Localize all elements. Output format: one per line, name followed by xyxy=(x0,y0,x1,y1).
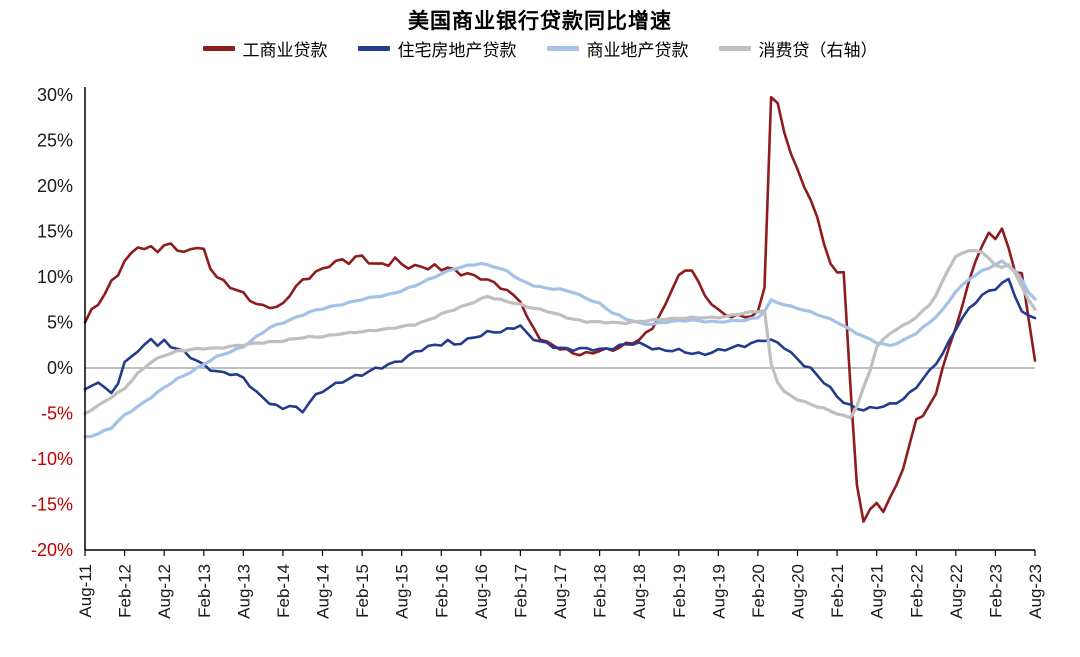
x-axis-label: Aug-14 xyxy=(314,564,333,619)
x-axis-label: Feb-19 xyxy=(670,564,689,618)
x-axis-label: Aug-11 xyxy=(76,564,95,618)
legend-label: 工商业贷款 xyxy=(242,41,328,60)
x-axis-label: Feb-22 xyxy=(907,564,926,618)
x-axis-label: Feb-16 xyxy=(432,564,451,618)
series-line-0 xyxy=(83,95,1037,523)
y-axis-label: 5% xyxy=(47,313,73,333)
x-axis-label: Feb-13 xyxy=(195,564,214,618)
y-axis-label: -20% xyxy=(31,540,73,560)
x-axis-label: Aug-16 xyxy=(472,564,491,619)
y-axis-label: 20% xyxy=(37,176,73,196)
x-axis-label: Feb-18 xyxy=(591,564,610,618)
x-axis-label: Aug-12 xyxy=(155,564,174,619)
chart-title: 美国商业银行贷款同比增速 xyxy=(408,10,672,33)
legend: 工商业贷款 住宅房地产贷款 商业地产贷款 消费贷（右轴） xyxy=(0,36,1080,61)
y-axis-label: 30% xyxy=(37,85,73,105)
y-axis-label: -15% xyxy=(31,495,73,515)
y-axis-label: 15% xyxy=(37,222,73,242)
legend-line-swatch-icon xyxy=(202,46,235,51)
x-axis-label: Feb-15 xyxy=(353,564,372,618)
legend-line-swatch-icon xyxy=(718,46,751,51)
legend-item-0: 工商业贷款 xyxy=(202,36,328,61)
x-axis-label: Feb-14 xyxy=(274,564,293,618)
x-axis-label: Aug-20 xyxy=(789,564,808,619)
legend-label: 商业地产贷款 xyxy=(586,41,689,60)
x-axis-label: Feb-20 xyxy=(749,564,768,618)
x-axis-label: Aug-22 xyxy=(947,564,966,619)
legend-label: 消费贷（右轴） xyxy=(758,41,878,60)
series-line-1 xyxy=(83,277,1037,414)
legend-item-1: 住宅房地产贷款 xyxy=(357,36,517,61)
x-axis-label: Aug-18 xyxy=(630,564,649,619)
x-axis-label: Aug-13 xyxy=(234,564,253,619)
y-axis-label: 10% xyxy=(37,267,73,287)
x-axis-label: Feb-23 xyxy=(986,564,1005,618)
x-axis-label: Feb-17 xyxy=(511,564,530,618)
x-axis-label: Aug-21 xyxy=(868,564,887,619)
legend-line-swatch-icon xyxy=(546,46,579,51)
x-axis-label: Aug-19 xyxy=(709,564,728,619)
x-axis-label: Aug-23 xyxy=(1026,564,1045,619)
x-axis-label: Aug-15 xyxy=(393,564,412,619)
x-axis-label: Feb-21 xyxy=(828,564,847,618)
legend-label: 住宅房地产贷款 xyxy=(397,41,517,60)
legend-line-swatch-icon xyxy=(357,46,390,51)
x-axis-label: Aug-17 xyxy=(551,564,570,619)
y-axis-label: -5% xyxy=(41,404,73,424)
legend-item-2: 商业地产贷款 xyxy=(546,36,689,61)
legend-item-3: 消费贷（右轴） xyxy=(718,36,878,61)
y-axis-label: 25% xyxy=(37,131,73,151)
series-line-3 xyxy=(83,249,1037,420)
y-axis-label: 0% xyxy=(47,358,73,378)
y-axis-label: -10% xyxy=(31,449,73,469)
x-axis-label: Feb-12 xyxy=(116,564,135,618)
